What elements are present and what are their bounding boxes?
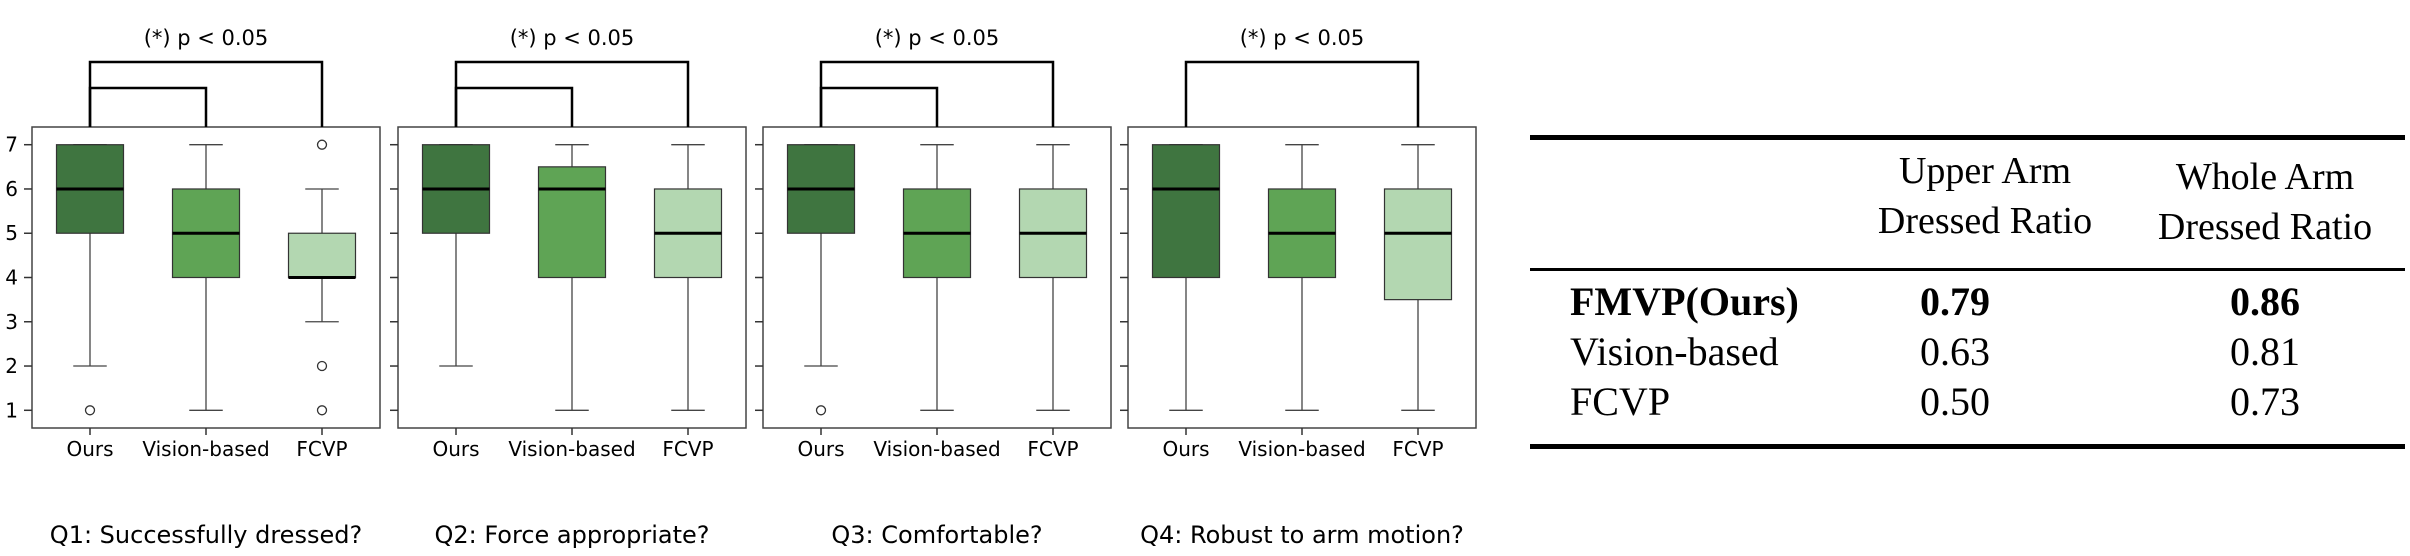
box-plot-panel: Ours Vision-based FCVP (*) p < 0.05 Q2: Forc… [390, 26, 747, 549]
x-tick-label: Vision-based [142, 437, 269, 461]
outlier-point [316, 139, 328, 150]
panel-caption: Q2: Force appropriate? [434, 521, 709, 549]
x-tick-label: Vision-based [1238, 437, 1365, 461]
x-tick-label: FCVP [1392, 437, 1443, 461]
table-cell-whole: 0.86 [2230, 279, 2300, 324]
panel-caption: Q1: Successfully dressed? [50, 521, 362, 549]
table-cell-upper: 0.79 [1920, 279, 1990, 324]
x-tick-label: FCVP [662, 437, 713, 461]
x-tick-label: FCVP [1027, 437, 1078, 461]
header-line: Whole Arm [2175, 156, 2355, 198]
table-row-method: FCVP [1570, 379, 1671, 424]
header-line: Dressed Ratio [1877, 200, 2093, 242]
box-plot-panel: Ours Vision-based FCVP (*) p < 0.05 Q3: Comf… [755, 26, 1112, 549]
x-tick-label: Ours [1162, 437, 1209, 461]
y-tick-label: 6 [5, 177, 18, 201]
box [287, 232, 357, 279]
chart-title: (*) p < 0.05 [510, 26, 635, 50]
x-tick-label: Vision-based [508, 437, 635, 461]
x-tick-label: Vision-based [873, 437, 1000, 461]
x-tick-label: Ours [66, 437, 113, 461]
table-cell-upper: 0.63 [1920, 329, 1990, 374]
chart-title: (*) p < 0.05 [1240, 26, 1365, 50]
significance-bracket [819, 86, 939, 127]
y-tick-label: 5 [5, 221, 18, 245]
significance-bracket [88, 86, 208, 127]
table-header-upper: Upper Arm Dressed Ratio [1850, 146, 2120, 246]
panel-caption: Q3: Comfortable? [831, 521, 1042, 549]
box-plot-panel: 1 2 3 4 5 6 7 Ours Vision-based FCVP (*) p < 0.05 Q… [5, 26, 381, 549]
box-plot-panel: Ours Vision-based FCVP (*) p < 0.05 Q4: Robu… [1120, 26, 1477, 549]
y-tick-label: 1 [5, 398, 18, 422]
y-tick-label: 2 [5, 354, 18, 378]
x-tick-label: FCVP [296, 437, 347, 461]
box [1383, 188, 1453, 301]
chart-title: (*) p < 0.05 [875, 26, 1000, 50]
box [537, 166, 607, 279]
header-line: Dressed Ratio [2157, 206, 2373, 248]
table-bottom-rule [1530, 444, 2405, 449]
y-tick-label: 7 [5, 133, 18, 157]
chart-title: (*) p < 0.05 [144, 26, 269, 50]
table-cell-whole: 0.81 [2230, 329, 2300, 374]
header-line: Upper Arm [1898, 150, 2072, 192]
outlier-point [316, 405, 328, 416]
table-top-rule [1530, 135, 2405, 140]
x-tick-label: Ours [432, 437, 479, 461]
table-header-whole: Whole Arm Dressed Ratio [2130, 152, 2400, 252]
y-tick-label: 4 [5, 266, 18, 290]
box [1151, 144, 1221, 279]
x-tick-label: Ours [797, 437, 844, 461]
table-cell-whole: 0.73 [2230, 379, 2300, 424]
outlier-point [316, 360, 328, 372]
panel-caption: Q4: Robust to arm motion? [1140, 521, 1464, 549]
significance-bracket [1184, 60, 1420, 127]
outlier-point [84, 405, 96, 416]
table-mid-rule [1530, 268, 2405, 271]
table-row-method: FMVP(Ours) [1570, 279, 1799, 324]
outlier-point [815, 405, 827, 416]
significance-bracket [454, 86, 574, 127]
y-tick-label: 3 [5, 310, 18, 334]
box-plot-panels: 1 2 3 4 5 6 7 Ours Vision-based FCVP (*) p < 0.05 Q… [5, 26, 1477, 549]
table-cell-upper: 0.50 [1920, 379, 1990, 424]
table-row-method: Vision-based [1570, 329, 1779, 374]
